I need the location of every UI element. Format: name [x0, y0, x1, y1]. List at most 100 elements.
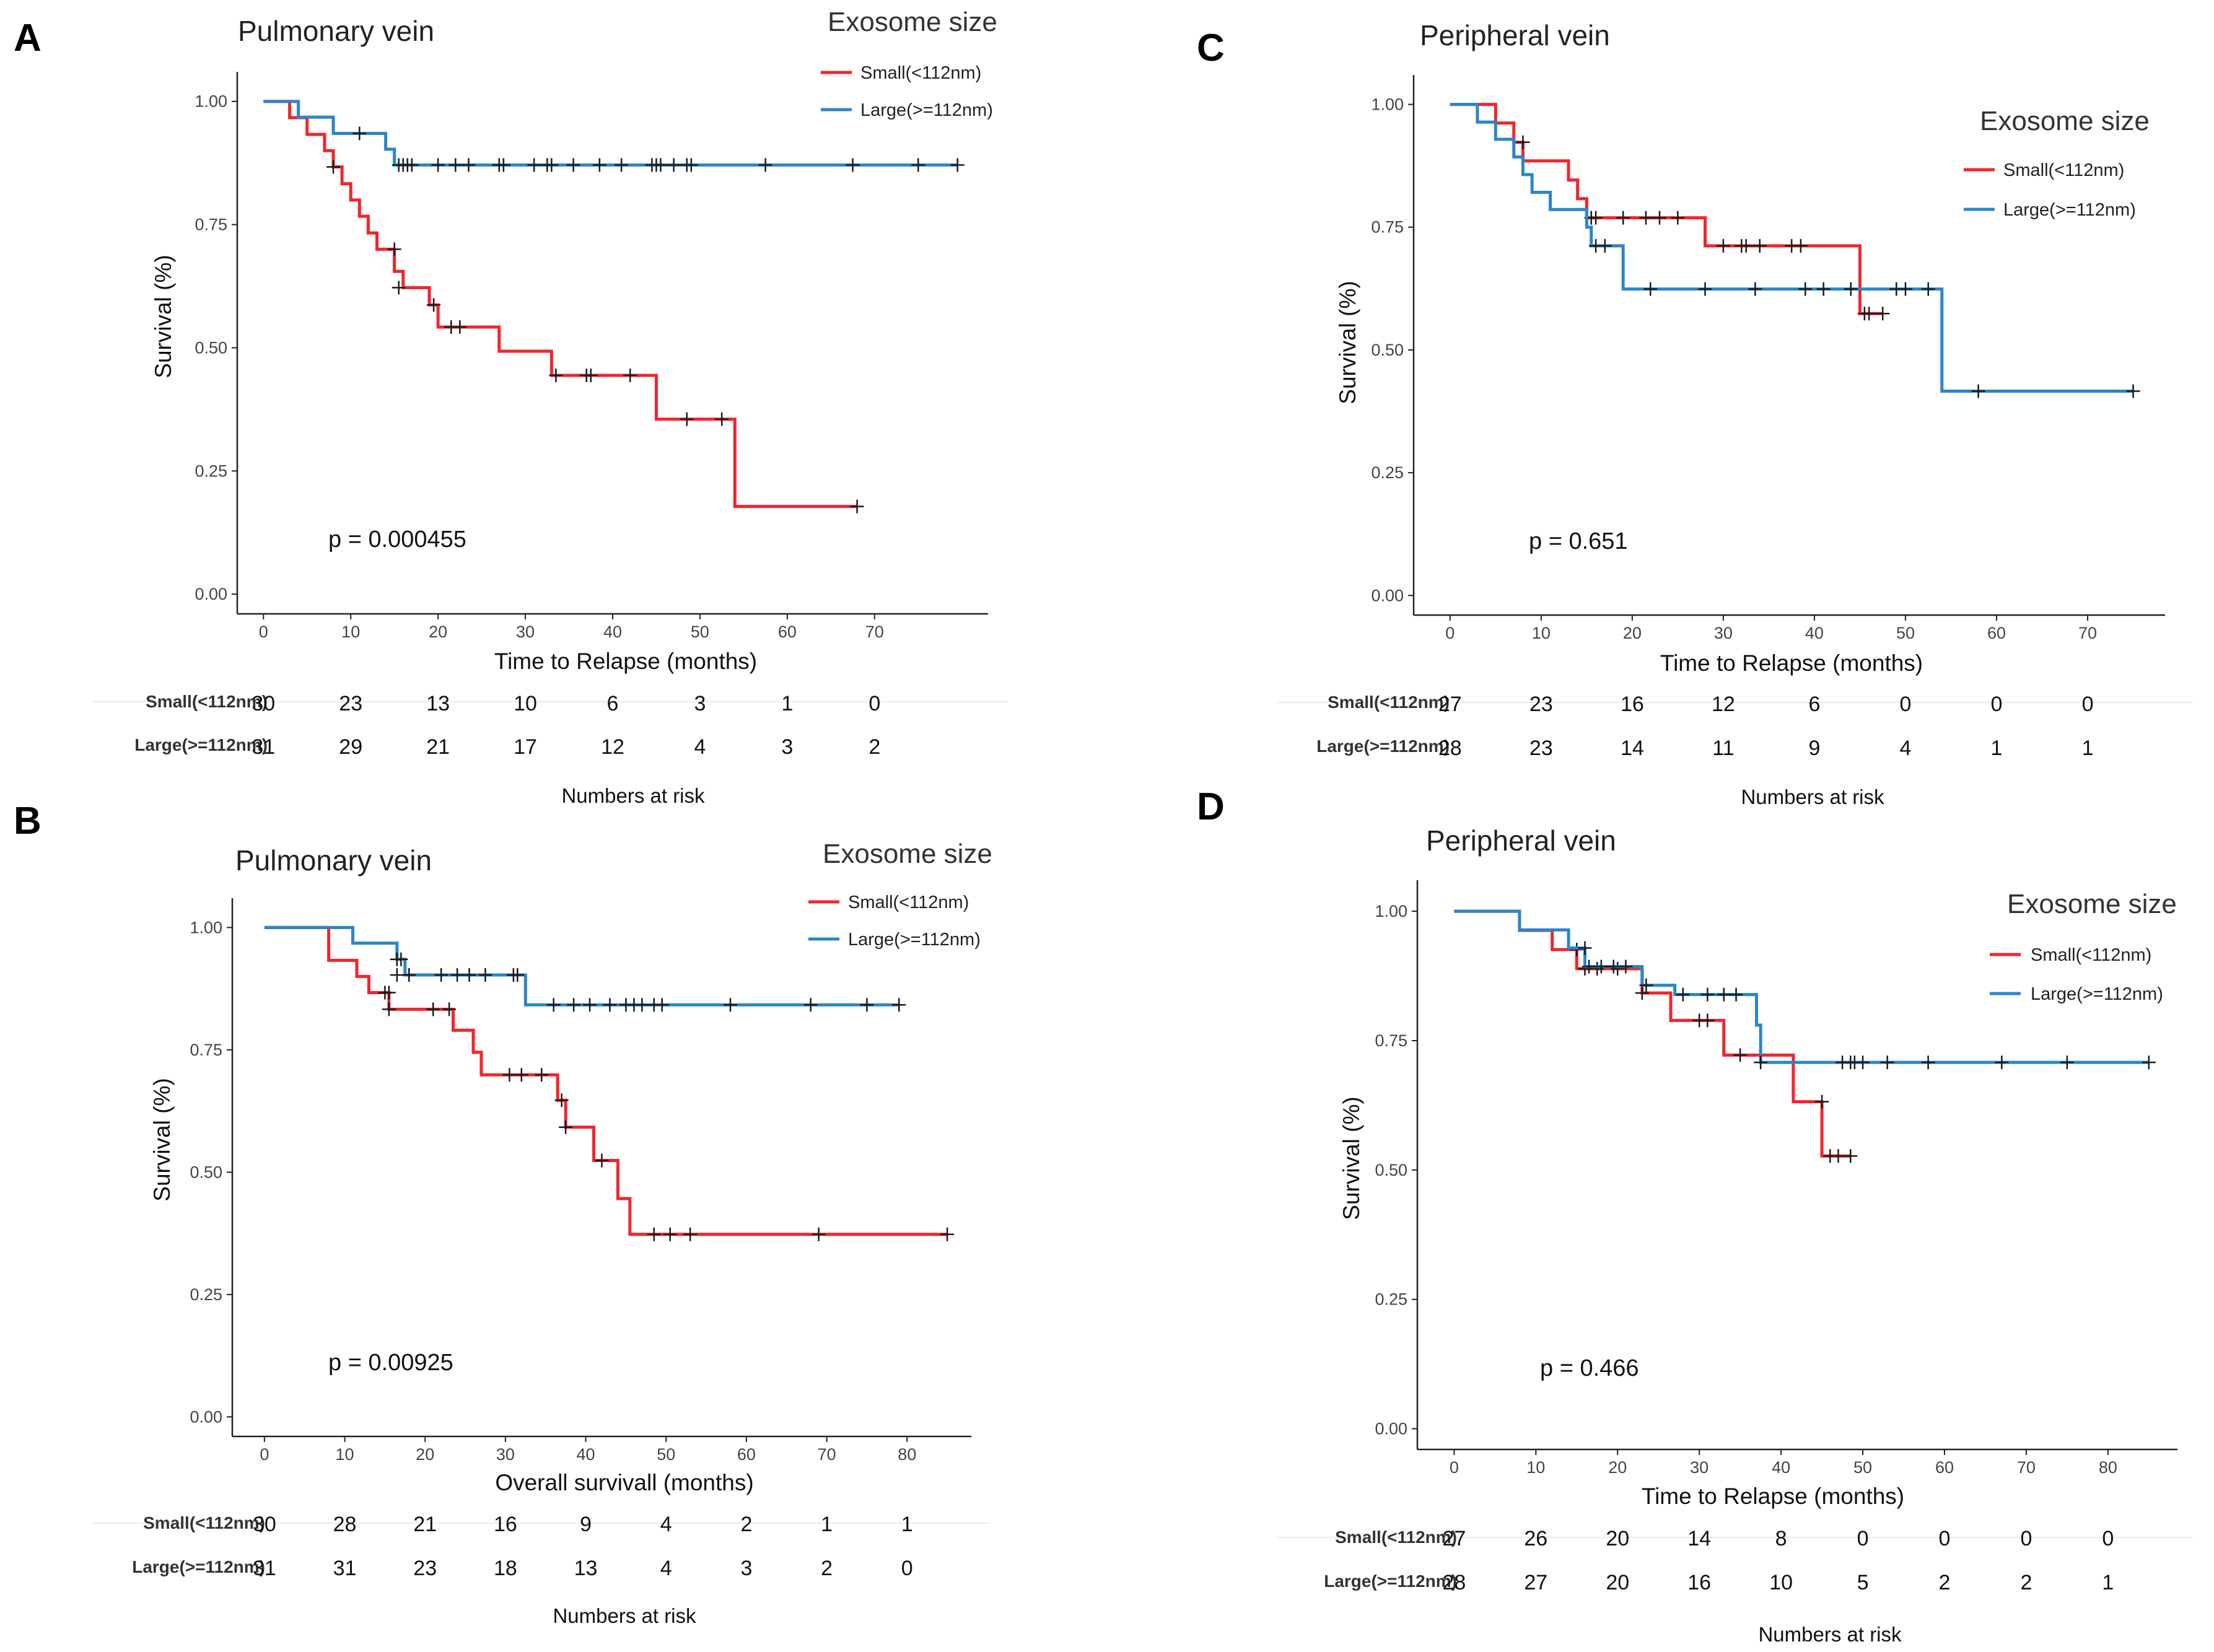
legend-label-large: Large(>=112nm) — [2031, 984, 2163, 1004]
censor-mark — [405, 158, 419, 172]
risk-count: 0 — [901, 1557, 913, 1580]
risk-count: 2 — [821, 1557, 833, 1580]
risk-count: 1 — [901, 1513, 913, 1536]
censor-mark — [1815, 1095, 1829, 1109]
censor-mark — [1570, 942, 1584, 956]
risk-counts: 27 26 20 14 8 0 0 0 0 28 27 20 16 10 5 2 2 1 — [1442, 1527, 2114, 1594]
x-tick-label: 60 — [1987, 624, 2006, 642]
risk-count: 16 — [1621, 693, 1644, 716]
legend-label-small: Small(<112nm) — [2003, 160, 2124, 180]
censor-mark — [453, 320, 467, 334]
y-tick-label: 0.25 — [190, 1285, 222, 1304]
x-tick-label: 60 — [1935, 1458, 1954, 1477]
panel-a: A Pulmonary vein 0.000.250.500.751.000 10… — [14, 7, 1009, 807]
censor-mark — [1639, 211, 1653, 225]
risk-count: 2 — [2020, 1571, 2032, 1594]
risk-count: 0 — [869, 692, 880, 715]
censor-mark — [680, 412, 694, 426]
risk-row-label-large: Large(>=112nm) — [134, 735, 268, 754]
x-tick-label: 30 — [496, 1445, 515, 1464]
censor-mark — [635, 998, 649, 1012]
risk-count: 17 — [514, 735, 537, 759]
x-tick-label: 40 — [577, 1445, 595, 1464]
x-tick-label: 20 — [429, 623, 447, 641]
risk-count: 0 — [2102, 1527, 2114, 1550]
x-tick-label: 50 — [657, 1445, 675, 1464]
risk-counts: 30 28 21 16 9 4 2 1 131 31 23 18 13 4 3 2 0 — [253, 1513, 913, 1580]
censor-mark — [450, 968, 465, 982]
panel-title: Pulmonary vein — [235, 844, 432, 876]
risk-count: 0 — [1991, 693, 2003, 716]
risk-table-title: Numbers at risk — [561, 784, 705, 807]
censor-mark — [426, 1002, 440, 1016]
censor-mark — [566, 158, 580, 172]
panel-b: B Pulmonary vein 0.000.250.500.751.000 10… — [14, 800, 992, 1627]
risk-count: 4 — [1900, 736, 1912, 760]
survival-curve-large — [1454, 909, 2149, 1064]
y-tick-label: 0.00 — [1371, 586, 1404, 605]
risk-count: 23 — [1529, 736, 1553, 760]
survival-curve-large — [264, 925, 899, 1007]
y-tick-label: 0.75 — [190, 1041, 222, 1059]
risk-count: 0 — [2020, 1527, 2032, 1550]
censor-mark — [402, 968, 416, 982]
censor-mark — [1752, 238, 1767, 253]
censor-mark — [382, 1002, 396, 1016]
censor-mark — [1594, 959, 1608, 974]
censor-mark — [448, 158, 463, 172]
x-tick-label: 60 — [737, 1445, 756, 1464]
censor-mark — [1643, 282, 1658, 296]
risk-count: 13 — [426, 692, 450, 715]
y-tick-label: 0.00 — [195, 585, 227, 603]
censor-mark — [595, 1153, 609, 1168]
x-tick-label: 0 — [1445, 624, 1455, 642]
x-axis-label: Overall survivall (months) — [495, 1470, 753, 1495]
legend-label-large: Large(>=112nm) — [860, 100, 993, 120]
censor-mark — [442, 1002, 457, 1016]
censor-mark — [615, 158, 629, 172]
censor-mark — [723, 998, 737, 1012]
censor-mark — [527, 158, 541, 172]
y-tick-label: 0.25 — [1375, 1290, 1407, 1309]
y-tick-label: 0.50 — [1371, 341, 1404, 359]
censor-mark — [603, 998, 617, 1012]
censor-mark — [352, 126, 367, 141]
censor-mark — [1598, 238, 1612, 253]
censor-mark — [1671, 211, 1685, 225]
risk-count: 0 — [2082, 693, 2094, 716]
censor-mark — [392, 281, 406, 295]
y-tick-label: 0.25 — [1371, 463, 1404, 482]
survival-curve-small — [264, 925, 948, 1236]
censor-mark — [1793, 238, 1808, 253]
x-tick-label: 20 — [1623, 624, 1642, 642]
censor-mark — [427, 298, 441, 312]
censor-mark — [382, 986, 396, 1000]
x-tick-label: 20 — [416, 1445, 434, 1464]
y-tick-label: 0.25 — [195, 461, 227, 480]
risk-count: 6 — [1808, 693, 1820, 716]
y-tick-label: 0.50 — [195, 338, 227, 357]
x-tick-label: 20 — [1608, 1458, 1627, 1477]
risk-count: 18 — [494, 1557, 517, 1580]
x-tick-label: 0 — [260, 1445, 269, 1464]
censor-mark — [584, 369, 598, 382]
censor-mark — [654, 158, 668, 172]
panel-letter: B — [14, 800, 42, 842]
risk-count: 8 — [1775, 1527, 1787, 1550]
risk-count: 5 — [1857, 1571, 1869, 1594]
censor-mark — [1652, 211, 1666, 225]
risk-count: 4 — [694, 735, 706, 759]
risk-row-label-large: Large(>=112nm) — [132, 1557, 265, 1576]
p-value: p = 0.651 — [1529, 528, 1628, 554]
censor-mark — [394, 952, 408, 966]
panel-letter: D — [1197, 785, 1225, 828]
survival-curve-large — [1450, 103, 2133, 393]
risk-count: 23 — [339, 692, 362, 715]
censor-mark — [554, 1093, 569, 1108]
y-tick-label: 0.50 — [190, 1163, 222, 1181]
censor-mark — [1748, 282, 1762, 296]
risk-count: 23 — [1529, 693, 1553, 716]
risk-count: 31 — [253, 1557, 276, 1580]
x-tick-label: 70 — [818, 1445, 836, 1464]
